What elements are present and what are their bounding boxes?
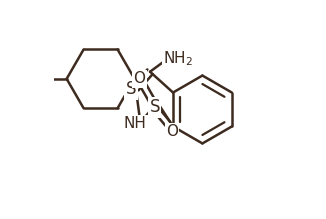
Text: NH$_2$: NH$_2$: [163, 49, 193, 68]
Text: O: O: [133, 71, 145, 86]
Text: NH: NH: [124, 116, 146, 131]
Text: O: O: [166, 124, 178, 139]
Text: S: S: [126, 80, 136, 98]
Text: S: S: [149, 98, 160, 116]
